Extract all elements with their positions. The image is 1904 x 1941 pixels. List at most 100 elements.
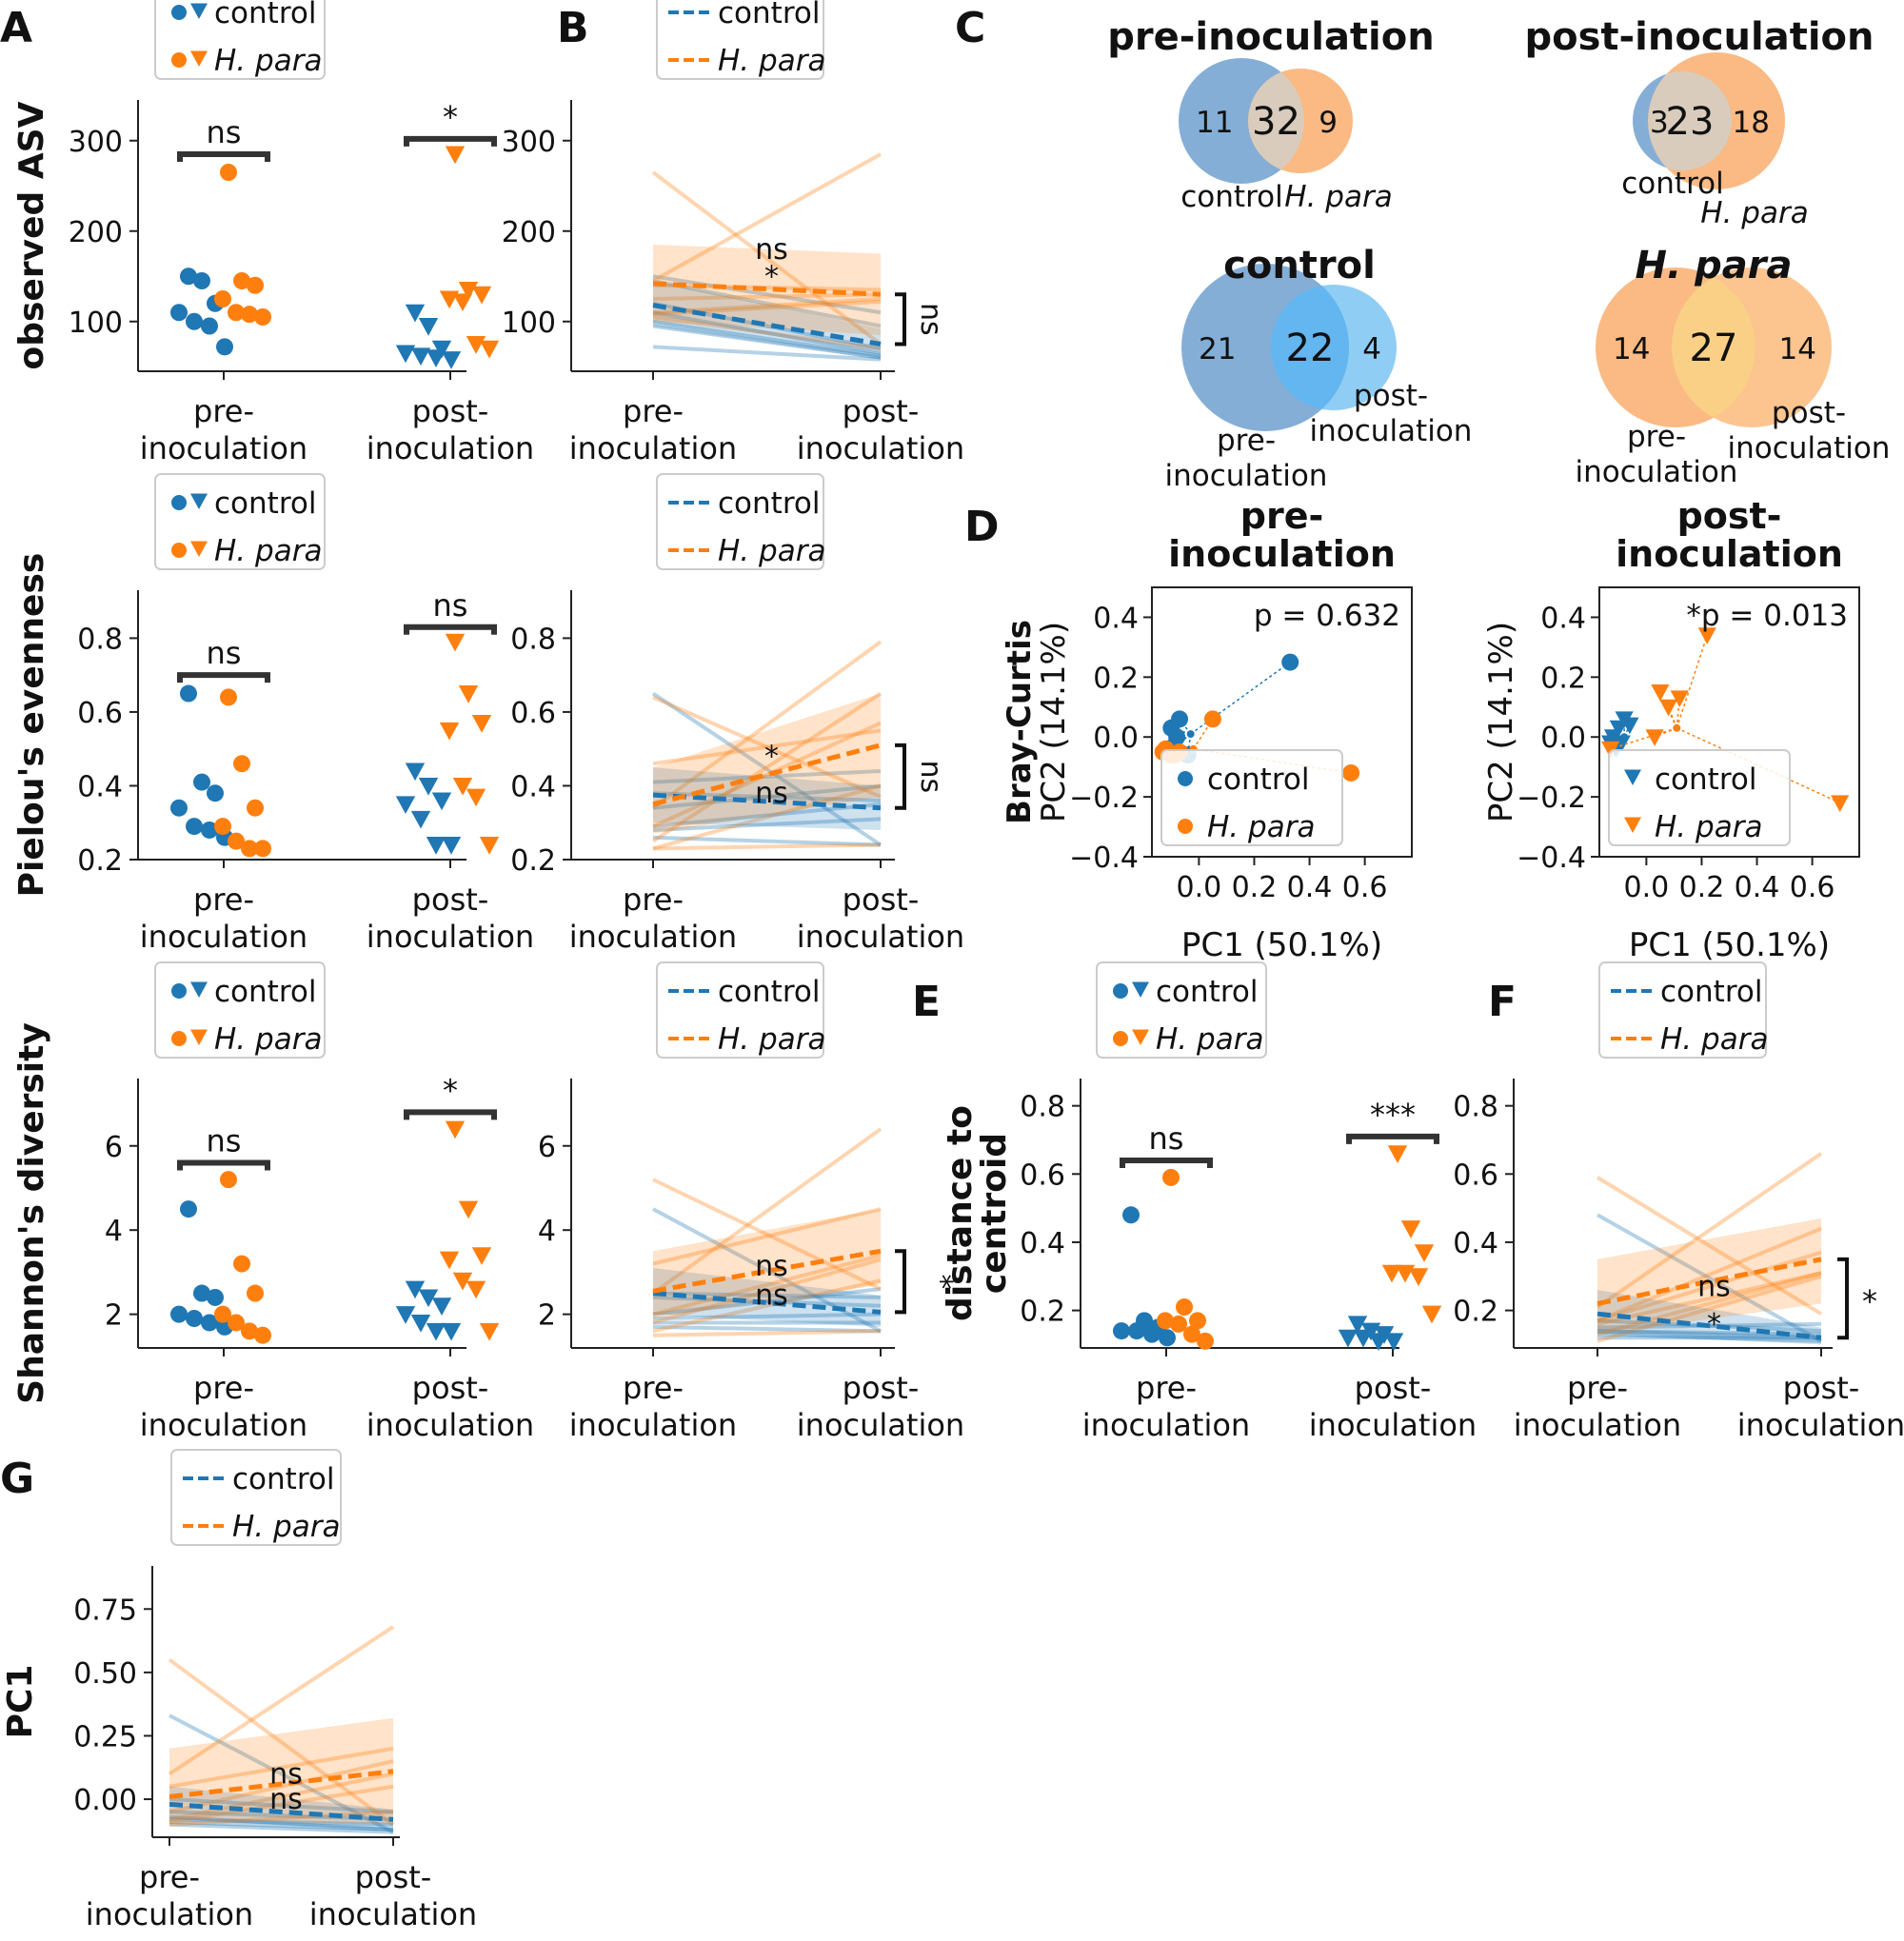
legend-marker-circle (171, 983, 187, 999)
x-tick-label: pre-inoculation (86, 1859, 253, 1932)
data-point-pre (201, 1314, 218, 1332)
text-line: pre- (139, 1859, 200, 1895)
data-point-pre (214, 818, 231, 836)
individual-line (169, 1814, 394, 1832)
data-point-post (395, 345, 416, 364)
venn-title: pre-inoculation (1107, 15, 1434, 59)
data-point-post (445, 1120, 466, 1139)
data-point-pre (247, 799, 264, 817)
data-point-post (431, 340, 452, 359)
individual-line (652, 783, 882, 810)
y-tick-label: 0.6 (1453, 1159, 1498, 1192)
legend-marker-triangle (190, 1029, 208, 1045)
legend-label: control (1655, 763, 1756, 797)
legend-box (656, 0, 824, 80)
significance-label: * (443, 99, 458, 135)
legend-label: control (214, 975, 316, 1009)
individual-line (652, 817, 882, 832)
significance-bracket (895, 743, 906, 810)
significance-label: ns (755, 777, 788, 810)
data-point-pre (170, 304, 188, 322)
significance-bracket (1120, 1157, 1213, 1168)
y-tick-label: 0.4 (1093, 602, 1139, 635)
text-line: inoculation (140, 919, 307, 955)
data-point-post (479, 836, 500, 855)
individual-line (652, 274, 882, 315)
text-line: post- (412, 1370, 489, 1406)
individual-line (652, 695, 882, 799)
panel-A3: 246pre-inoculationpost-inoculationns*con… (12, 961, 534, 1443)
panel-letter: E (912, 978, 941, 1026)
data-point-pre (1162, 1168, 1180, 1186)
individual-line (652, 783, 882, 851)
individual-line (652, 768, 882, 784)
venn-count-left: 11 (1196, 106, 1233, 140)
text-line: inoculation (309, 1896, 477, 1932)
x-tick-label: pre-inoculation (140, 881, 307, 955)
individual-line (652, 1295, 882, 1308)
x-tick-label: post-inoculation (309, 1859, 477, 1932)
data-point-post (466, 788, 486, 807)
significance-label: ns (207, 635, 242, 671)
individual-line (169, 1746, 394, 1789)
significance-label: * (1862, 1283, 1877, 1319)
data-point (1620, 717, 1639, 735)
text-line: inoculation (140, 1407, 307, 1443)
text-line: inoculation (1310, 414, 1473, 448)
plot-frame (1598, 586, 1860, 858)
data-point-pre (1122, 1206, 1140, 1224)
x-tick-label: post-inoculation (797, 1370, 964, 1443)
data-point-post (471, 1247, 492, 1265)
y-tick-label: 0.4 (1540, 602, 1586, 635)
significance-label: ns (755, 1250, 788, 1283)
mean-line (169, 1801, 394, 1822)
data-point-post (479, 340, 500, 359)
panel-title: pre-inoculation (1168, 495, 1396, 575)
individual-line (652, 1312, 882, 1321)
individual-line (652, 1324, 882, 1334)
y-tick-label: −0.4 (1517, 842, 1586, 875)
data-point-post (395, 796, 416, 815)
text-line: inoculation (1728, 431, 1891, 465)
data-point-post (426, 836, 446, 855)
text-line: pre- (1136, 1370, 1197, 1406)
data-point-pre (207, 784, 224, 802)
data-point-post (410, 810, 431, 829)
y-tick-label: 0.2 (510, 844, 556, 878)
data-point-pre (247, 276, 264, 294)
confidence-band (653, 693, 881, 834)
mean-line (652, 303, 882, 347)
x-tick-label: 0.6 (1342, 871, 1388, 904)
y-tick-label: 200 (69, 216, 123, 249)
x-axis-title: PC1 (50.1%) (1181, 926, 1382, 964)
confidence-band (1597, 1218, 1821, 1335)
y-tick-label: 100 (502, 307, 556, 340)
venn-label-left: control (1180, 180, 1282, 214)
individual-line (652, 1287, 882, 1317)
significance-label: ns (269, 1783, 303, 1816)
y-tick-label: 0.8 (77, 623, 123, 656)
data-point-pre (228, 832, 245, 850)
panel-letter: F (1488, 978, 1517, 1026)
y-tick-label: 0.25 (73, 1720, 137, 1753)
legend-box (1160, 749, 1343, 846)
x-tick-label: post-inoculation (1309, 1370, 1477, 1443)
text-line: post- (1677, 495, 1782, 537)
data-point-pre (233, 272, 250, 289)
legend-label: H. para (718, 534, 825, 568)
plot-frame (1151, 586, 1413, 858)
x-axis-title: PC1 (50.1%) (1629, 926, 1830, 964)
y-tick-label: 6 (538, 1131, 556, 1164)
text-line: inoculation (569, 919, 737, 955)
significance-bracket (404, 624, 497, 635)
legend-marker-triangle (1624, 769, 1641, 785)
significance-bracket (1837, 1257, 1849, 1340)
panel-G: 0.000.250.500.75pre-inoculationpost-inoc… (1, 1449, 477, 1932)
data-point-pre (1143, 1325, 1160, 1343)
significance-label: *** (1370, 1097, 1416, 1133)
venn-count-shared: 32 (1252, 100, 1300, 144)
data-point-post (405, 763, 426, 782)
data-point-pre (254, 308, 271, 326)
centroid-spoke (1676, 635, 1708, 729)
